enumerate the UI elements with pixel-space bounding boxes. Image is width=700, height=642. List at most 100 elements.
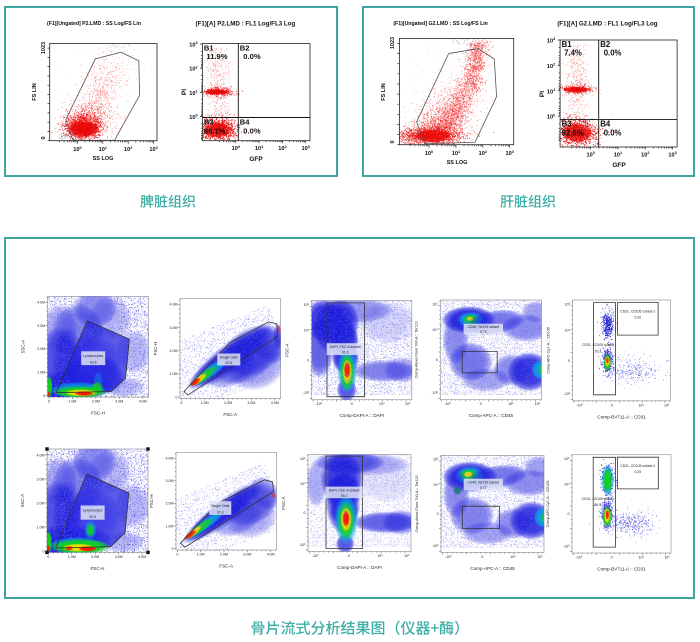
svg-text:102: 102 (189, 65, 197, 72)
svg-text:Comp-APC-A :: CD45: Comp-APC-A :: CD45 (470, 566, 515, 571)
svg-text:2.0M: 2.0M (224, 401, 232, 405)
svg-text:2.0M: 2.0M (220, 553, 228, 557)
svg-text:103: 103 (302, 145, 310, 152)
svg-text:10⁴: 10⁴ (432, 328, 438, 332)
svg-text:CD31, CD105 subset: CD31, CD105 subset (582, 343, 614, 347)
svg-text:1023: 1023 (390, 37, 396, 49)
svg-text:B4: B4 (600, 120, 611, 129)
svg-text:FSC-H: FSC-H (90, 566, 104, 571)
svg-text:10⁴: 10⁴ (300, 482, 306, 486)
svg-text:3.0M: 3.0M (37, 324, 45, 328)
svg-text:-10³: -10³ (564, 392, 571, 396)
svg-text:102: 102 (278, 145, 286, 152)
svg-text:Comp-Alexa Fluor 700-A :: Ter1: Comp-Alexa Fluor 700-A :: Ter119 (414, 321, 418, 378)
svg-text:SS LOG: SS LOG (93, 156, 114, 162)
svg-text:10⁵: 10⁵ (664, 403, 670, 407)
svg-text:10⁴: 10⁴ (638, 403, 644, 407)
svg-text:-10³: -10³ (432, 544, 439, 548)
svg-text:101: 101 (99, 146, 107, 153)
svg-text:3.0M: 3.0M (243, 553, 251, 557)
svg-text:B1: B1 (204, 44, 214, 53)
svg-text:FSC-H: FSC-H (149, 494, 154, 507)
svg-text:10⁵: 10⁵ (537, 555, 543, 559)
svg-text:10⁵: 10⁵ (432, 302, 438, 306)
svg-text:1.0M: 1.0M (197, 553, 205, 557)
svg-text:0: 0 (47, 555, 49, 559)
svg-text:0: 0 (180, 401, 182, 405)
svg-text:88.1%: 88.1% (204, 127, 226, 136)
svg-text:10⁵: 10⁵ (404, 554, 410, 558)
svg-text:0: 0 (568, 359, 570, 363)
svg-text:3.0M: 3.0M (166, 479, 174, 483)
svg-text:10⁵: 10⁵ (565, 302, 571, 306)
svg-text:103: 103 (506, 150, 514, 157)
svg-text:91.8: 91.8 (217, 510, 224, 514)
svg-text:(F1)[A] P2.LMD : FL1 Log/FL3 L: (F1)[A] P2.LMD : FL1 Log/FL3 Log (196, 21, 296, 28)
svg-text:Comp-BV711-A :: CD31: Comp-BV711-A :: CD31 (597, 414, 646, 419)
svg-text:GFP: GFP (612, 162, 626, 169)
svg-text:0: 0 (41, 136, 47, 139)
svg-text:0.0%: 0.0% (604, 129, 622, 138)
svg-text:4.0M: 4.0M (271, 401, 279, 405)
svg-text:DAPI, FSC-A subset: DAPI, FSC-A subset (329, 489, 360, 493)
svg-text:0.0%: 0.0% (243, 127, 261, 136)
svg-text:100: 100 (547, 113, 555, 120)
svg-text:0: 0 (307, 358, 309, 362)
svg-text:-10³: -10³ (576, 403, 583, 407)
svg-text:4.0M: 4.0M (37, 453, 45, 457)
svg-text:87.6: 87.6 (225, 361, 232, 365)
svg-text:B4: B4 (240, 118, 250, 127)
svg-text:0.77: 0.77 (480, 486, 487, 490)
svg-text:2.0M: 2.0M (37, 347, 45, 351)
svg-text:10⁴: 10⁴ (508, 402, 514, 406)
svg-text:FS LIN: FS LIN (381, 83, 387, 100)
svg-text:4.0M: 4.0M (37, 301, 45, 305)
svg-text:2.0M: 2.0M (91, 555, 99, 559)
svg-text:Comp-Alexa Fluor 700-A :: Ter1: Comp-Alexa Fluor 700-A :: Ter119 (415, 475, 419, 532)
svg-text:0: 0 (172, 547, 174, 551)
svg-text:0: 0 (43, 394, 45, 398)
svg-text:FSC-A: FSC-A (285, 343, 290, 356)
svg-text:Lymphocytes: Lymphocytes (83, 508, 103, 512)
svg-text:1.0M: 1.0M (201, 401, 209, 405)
svg-text:88.9: 88.9 (594, 503, 601, 507)
svg-text:2.0M: 2.0M (37, 501, 45, 505)
svg-text:B3: B3 (562, 120, 573, 129)
svg-text:1.0M: 1.0M (37, 371, 45, 375)
svg-text:4.0M: 4.0M (138, 555, 146, 559)
svg-text:CD31, CD105 subset-1: CD31, CD105 subset-1 (620, 464, 655, 468)
svg-text:Comp-APC-Cy7-A :: CD105: Comp-APC-Cy7-A :: CD105 (546, 480, 550, 527)
svg-text:Comp-DAPI-A :: DAPI: Comp-DAPI-A :: DAPI (337, 565, 382, 570)
svg-text:1.0M: 1.0M (166, 524, 174, 528)
svg-text:FSC-A: FSC-A (223, 412, 238, 417)
svg-text:0: 0 (390, 140, 396, 143)
svg-text:-10³: -10³ (299, 543, 306, 547)
svg-text:10⁵: 10⁵ (300, 457, 306, 461)
svg-text:0: 0 (348, 554, 350, 558)
svg-text:101: 101 (255, 145, 263, 152)
svg-text:Lymphocytes: Lymphocytes (83, 354, 103, 358)
svg-text:1.0M: 1.0M (37, 525, 45, 529)
svg-text:Comp-APC-Cy7-A :: CD105: Comp-APC-Cy7-A :: CD105 (547, 327, 551, 374)
svg-text:10⁴: 10⁴ (433, 483, 439, 487)
svg-text:101: 101 (547, 88, 555, 95)
svg-text:93.6: 93.6 (90, 361, 97, 365)
svg-text:0: 0 (436, 358, 438, 362)
svg-text:B2: B2 (240, 44, 250, 53)
svg-text:1.0M: 1.0M (68, 400, 76, 404)
svg-text:-10³: -10³ (576, 556, 583, 560)
svg-text:92.6%: 92.6% (562, 129, 584, 138)
svg-text:B3: B3 (204, 118, 214, 127)
svg-text:0: 0 (43, 549, 45, 553)
svg-text:3.0M: 3.0M (115, 555, 123, 559)
svg-text:FSC-H: FSC-H (153, 342, 158, 355)
svg-text:90.6: 90.6 (89, 515, 96, 519)
svg-text:4.0M: 4.0M (267, 553, 275, 557)
svg-text:0.0%: 0.0% (604, 49, 622, 58)
svg-text:-10³: -10³ (315, 402, 322, 406)
svg-text:2.0M: 2.0M (166, 502, 174, 506)
svg-text:FS LIN: FS LIN (32, 83, 38, 100)
svg-text:0: 0 (176, 395, 178, 399)
svg-text:10⁴: 10⁴ (379, 402, 385, 406)
svg-text:10⁴: 10⁴ (564, 483, 570, 487)
